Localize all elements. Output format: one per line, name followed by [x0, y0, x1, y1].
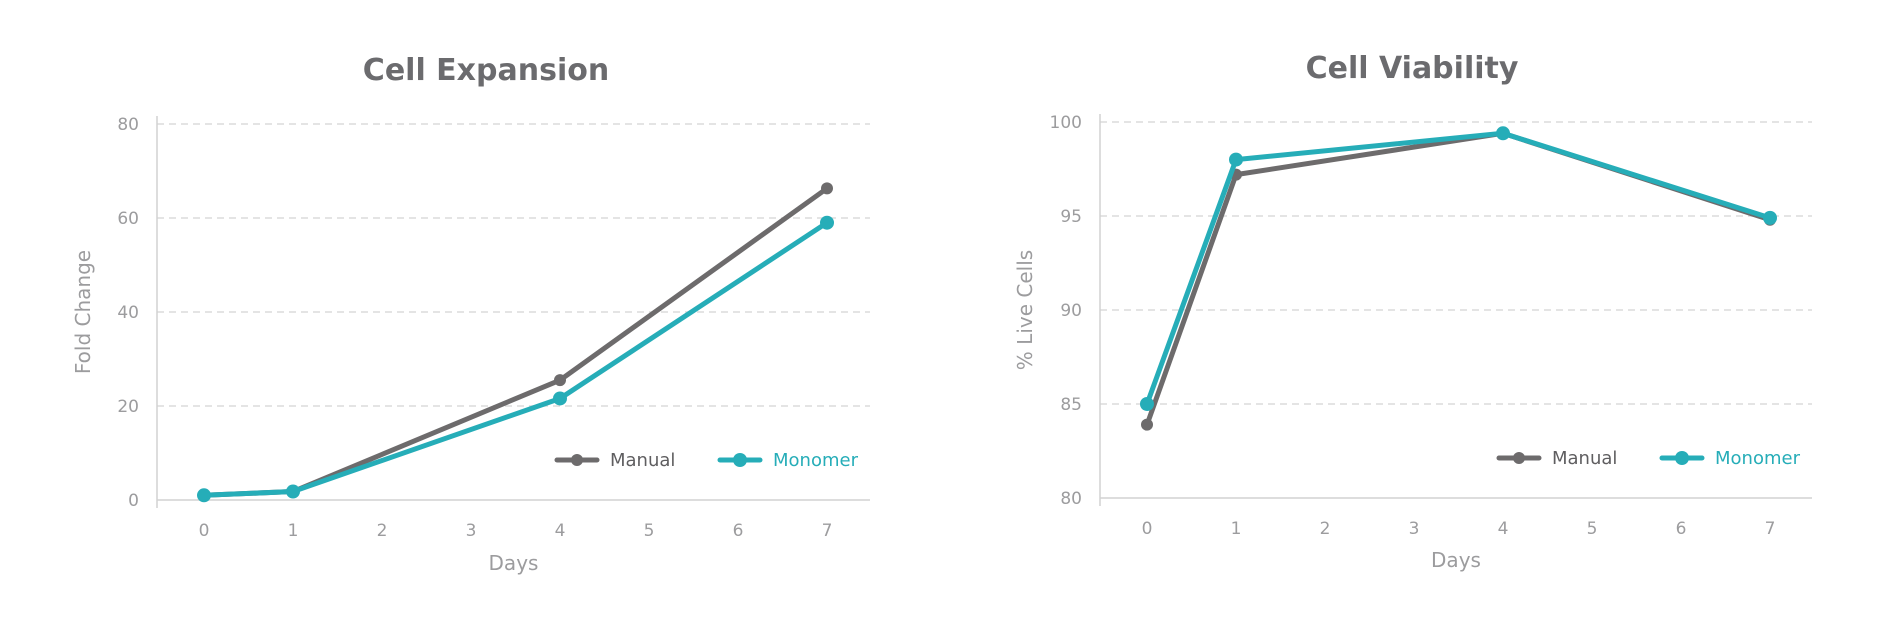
x-tick-label: 0	[1142, 519, 1153, 539]
data-point	[820, 215, 834, 230]
data-point	[1763, 210, 1777, 225]
series-monomer	[1140, 126, 1777, 411]
x-tick-label: 5	[644, 521, 655, 541]
y-axis-label: Fold Change	[71, 250, 95, 374]
y-tick-label: 85	[1060, 395, 1082, 415]
data-point	[1496, 126, 1510, 141]
legend-label: Monomer	[1715, 448, 1801, 469]
series-manual	[1141, 127, 1776, 431]
cell-viability-chart: Cell Viability 80 85 90 95 100 0 1 2 3 4 5 6 7 Days % L…	[1013, 51, 1812, 572]
data-point	[553, 391, 567, 406]
y-tick-label: 20	[117, 397, 139, 417]
x-tick-label: 5	[1587, 519, 1598, 539]
legend-item-manual: Manual	[1496, 448, 1617, 469]
y-axis-label: % Live Cells	[1013, 250, 1037, 370]
legend-item-monomer: Monomer	[717, 450, 859, 471]
y-tick-label: 95	[1060, 207, 1082, 227]
series-monomer	[197, 215, 834, 503]
data-point	[1141, 418, 1153, 431]
legend-marker	[733, 453, 747, 467]
x-tick-label: 2	[1320, 519, 1331, 539]
x-tick-label: 1	[288, 521, 299, 541]
data-point	[1229, 152, 1243, 167]
cell-expansion-chart: Cell Expansion 0 20 40 60 80 0 1 2 3 4 5 6 7 Days Fold …	[71, 53, 870, 575]
chart-title: Cell Expansion	[363, 53, 609, 88]
x-tick-label: 6	[1676, 519, 1687, 539]
data-point	[286, 484, 300, 499]
legend-label: Monomer	[773, 450, 859, 471]
x-tick-label: 0	[199, 521, 210, 541]
y-tick-label: 40	[117, 303, 139, 323]
x-tick-label: 7	[822, 521, 833, 541]
data-point	[821, 182, 833, 195]
x-tick-label: 2	[377, 521, 388, 541]
x-tick-label: 6	[733, 521, 744, 541]
legend-item-monomer: Monomer	[1659, 448, 1801, 469]
legend-marker	[1675, 451, 1689, 465]
legend-marker	[571, 454, 583, 466]
x-tick-label: 4	[555, 521, 566, 541]
data-point	[1140, 397, 1154, 411]
y-tick-label: 60	[117, 209, 139, 229]
x-tick-label: 3	[1409, 519, 1420, 539]
legend-item-manual: Manual	[554, 450, 675, 471]
y-tick-label: 80	[117, 115, 139, 135]
data-point	[197, 488, 211, 503]
y-tick-label: 100	[1050, 113, 1082, 133]
y-tick-label: 80	[1060, 489, 1082, 509]
legend-label: Manual	[1552, 448, 1617, 469]
series-line	[201, 220, 830, 498]
data-point	[554, 374, 566, 387]
series-line	[201, 185, 830, 498]
chart-title: Cell Viability	[1306, 51, 1519, 86]
y-tick-label: 90	[1060, 301, 1082, 321]
legend-marker	[1513, 452, 1525, 464]
x-axis-label: Days	[1431, 548, 1481, 572]
x-tick-label: 7	[1765, 519, 1776, 539]
x-tick-label: 4	[1498, 519, 1509, 539]
legend-label: Manual	[610, 450, 675, 471]
x-axis-label: Days	[489, 551, 539, 575]
series-line	[1144, 130, 1773, 407]
y-tick-label: 0	[128, 491, 139, 511]
x-tick-label: 1	[1231, 519, 1242, 539]
x-tick-label: 3	[466, 521, 477, 541]
